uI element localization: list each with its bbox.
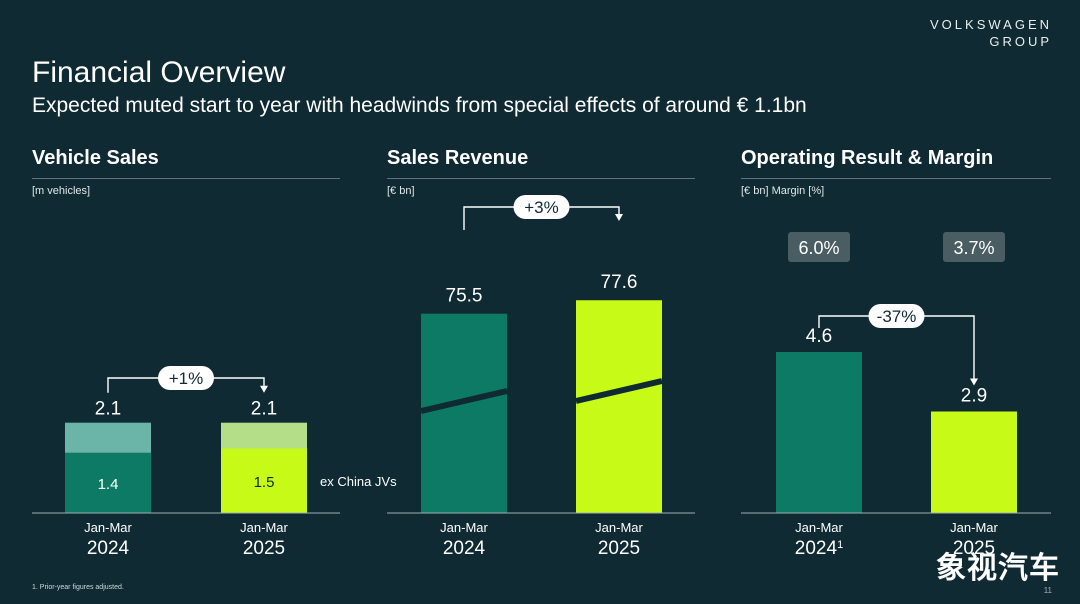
operating-result-value-label-0: 4.6 — [806, 326, 832, 347]
sales-revenue-change-label: +3% — [524, 198, 559, 217]
operating-margin-badge-0 — [788, 232, 850, 262]
vehicle-sales-total-label-1: 2.1 — [251, 399, 277, 420]
vehicle-sales-category-bottom-1: 2025 — [243, 538, 285, 559]
operating-result-change-bubble — [868, 304, 925, 328]
operating-result-category-footnote-0: 1 — [837, 539, 843, 551]
sales-revenue-axis-break-1 — [575, 378, 663, 404]
vehicle-sales-segment-label-0: 1.4 — [98, 476, 119, 493]
sales-revenue-unit: [€ bn] — [387, 185, 415, 197]
vehicle-sales-bar-ex-china-0 — [65, 452, 151, 513]
sales-revenue-change-bubble — [513, 195, 570, 219]
sales-revenue-divider — [387, 178, 695, 179]
operating-margin-label-0: 6.0% — [798, 238, 839, 258]
sales-revenue-category-bottom-1: 2025 — [598, 538, 640, 559]
operating-result-title: Operating Result & Margin — [741, 147, 994, 169]
sales-revenue-bar-1 — [576, 300, 662, 513]
sales-revenue-category-bottom-0: 2024 — [443, 538, 486, 559]
vehicle-sales-change-arrowhead — [260, 385, 268, 393]
sales-revenue-title: Sales Revenue — [387, 147, 529, 169]
operating-result-bar-0 — [776, 352, 862, 513]
sales-revenue-value-label-0: 75.5 — [446, 286, 483, 307]
operating-margin-label-1: 3.7% — [953, 238, 994, 258]
operating-result-divider — [741, 178, 1051, 179]
vehicle-sales-unit: [m vehicles] — [32, 185, 91, 197]
operating-result-category-bottom-1: 2025 — [953, 538, 995, 559]
operating-result-change-arrowhead — [970, 378, 978, 386]
vehicle-sales-category-bottom-0: 2024 — [87, 538, 130, 559]
operating-margin-badge-1 — [943, 232, 1005, 262]
vehicle-sales-category-top-1: Jan-Mar — [240, 520, 288, 535]
operating-result-change-label: -37% — [877, 307, 917, 326]
operating-result-value-label-1: 2.9 — [961, 386, 987, 407]
sales-revenue-bar-0 — [421, 313, 507, 513]
vehicle-sales-category-top-0: Jan-Mar — [84, 520, 132, 535]
sales-revenue-category-top-0: Jan-Mar — [440, 520, 488, 535]
vehicle-sales-divider — [32, 178, 340, 179]
watermark: 象视汽车 — [936, 551, 1060, 586]
sales-revenue-axis-break-0 — [420, 388, 508, 414]
operating-result-category-top-1: Jan-Mar — [950, 520, 998, 535]
vehicle-sales-bar-china-jv-1 — [221, 422, 307, 449]
sales-revenue-category-top-1: Jan-Mar — [595, 520, 643, 535]
operating-result-unit: [€ bn] Margin [%] — [741, 185, 825, 197]
sales-revenue-change-arrowhead — [615, 214, 623, 221]
vehicle-sales-change-label: +1% — [169, 369, 204, 388]
vehicle-sales-segment-label-1: 1.5 — [254, 474, 275, 491]
operating-result-bar-1 — [931, 411, 1017, 513]
vehicle-sales-change-bubble — [158, 366, 214, 390]
logo-line-1: VOLKSWAGEN — [930, 17, 1052, 32]
operating-result-category-bottom-0: 20241 — [795, 538, 843, 559]
logo-line-2: GROUP — [989, 34, 1052, 49]
vehicle-sales-total-label-0: 2.1 — [95, 399, 121, 420]
page-title: Financial Overview — [32, 56, 286, 89]
footnote: 1. Prior-year figures adjusted. — [32, 584, 124, 591]
vehicle-sales-series-annotation: ex China JVs — [320, 474, 397, 489]
volkswagen-group-logo: VOLKSWAGEN GROUP — [930, 16, 1052, 50]
page-number: 11 — [1043, 586, 1052, 595]
page-subtitle: Expected muted start to year with headwi… — [32, 94, 807, 117]
sales-revenue-value-label-1: 77.6 — [601, 272, 638, 293]
vehicle-sales-bar-ex-china-1 — [221, 448, 307, 513]
vehicle-sales-title: Vehicle Sales — [32, 147, 159, 169]
vehicle-sales-bar-china-jv-0 — [65, 422, 151, 453]
operating-result-category-top-0: Jan-Mar — [795, 520, 843, 535]
